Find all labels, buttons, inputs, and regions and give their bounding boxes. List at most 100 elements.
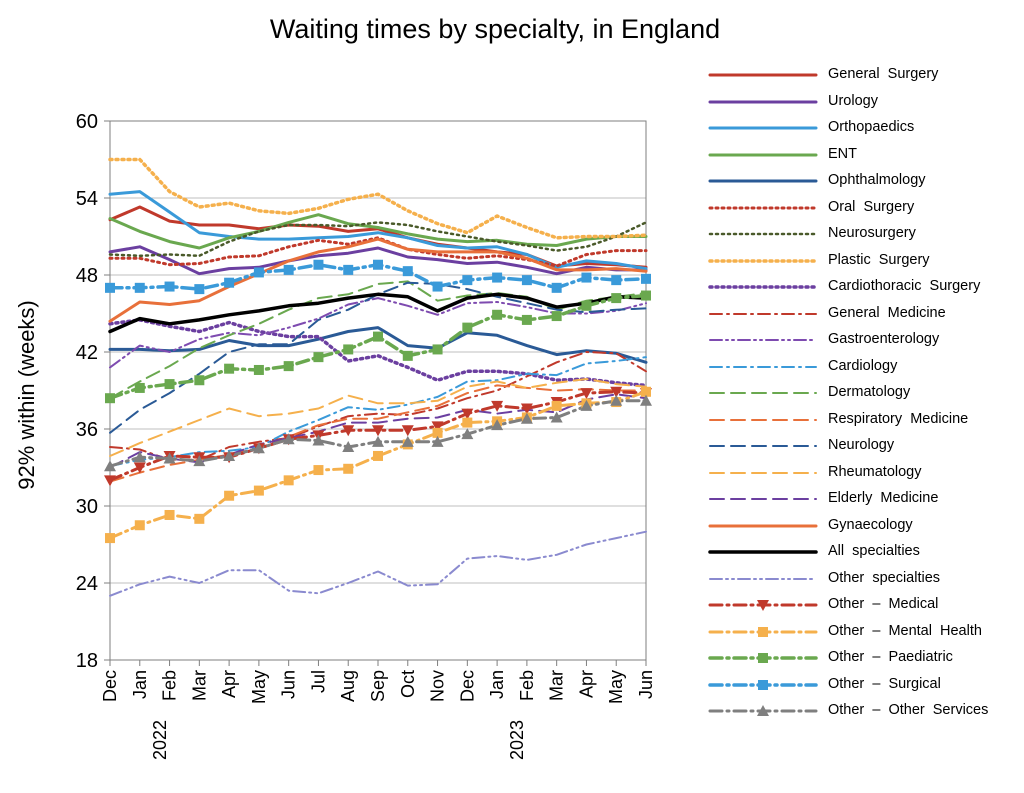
x-tick-label: Dec: [457, 670, 477, 702]
series-marker-20: [401, 425, 414, 437]
legend-swatch: [708, 179, 818, 183]
legend-item: General Surgery: [708, 62, 1024, 88]
series-marker-24: [342, 440, 355, 452]
series-marker-23: [492, 272, 503, 283]
series-marker-23: [521, 275, 532, 286]
series-markers: [104, 259, 652, 544]
series-marker-23: [164, 281, 175, 292]
series-marker-22: [224, 363, 235, 374]
series-marker-24: [372, 435, 384, 447]
legend-item: Plastic Surgery: [708, 248, 1024, 274]
series-marker-24: [550, 411, 563, 423]
series-line-3: [108, 213, 648, 250]
x-tick-label: Jul: [308, 670, 328, 693]
series-marker-23: [641, 273, 651, 284]
series-marker-22: [462, 322, 473, 333]
series-marker-22: [641, 290, 651, 301]
legend-item: Neurosurgery: [708, 221, 1024, 247]
series-marker-21: [134, 520, 145, 531]
series-marker-24: [580, 399, 593, 411]
legend-item: Other specialties: [708, 566, 1024, 592]
x-tick-label: Mar: [547, 670, 567, 701]
legend-swatch-marker: [758, 679, 768, 690]
series-marker-22: [283, 361, 294, 372]
series-marker-24: [640, 394, 652, 406]
legend-item: Neurology: [708, 433, 1024, 459]
series-marker-20: [342, 425, 355, 437]
series-marker-20: [520, 403, 533, 415]
y-tick-label: 60: [76, 111, 98, 133]
legend-swatch: [709, 498, 817, 500]
series-marker-21: [283, 475, 294, 486]
series-marker-22: [521, 314, 532, 325]
legend-swatch-marker: [757, 600, 769, 611]
chart-title: Waiting times by specialty, in England: [269, 14, 721, 44]
series-marker-23: [402, 266, 413, 277]
series-marker-21: [432, 427, 443, 438]
y-tick-label: 18: [76, 650, 98, 672]
x-year-label: 2023: [507, 720, 527, 760]
legend-label: Other – Mental Health: [828, 622, 982, 639]
legend-item: Elderly Medicine: [708, 486, 1024, 512]
legend-label: Orthopaedics: [828, 119, 915, 135]
x-tick-label: Feb: [160, 670, 180, 701]
axes: [104, 120, 647, 666]
series-marker-22: [373, 331, 383, 342]
y-tick-label: 24: [76, 573, 98, 595]
legend-label: Rheumatology: [828, 463, 922, 480]
series-marker-21: [343, 463, 354, 474]
legend-label: Respiratory Medicine: [828, 410, 969, 427]
x-tick-label: Mar: [189, 670, 209, 701]
legend-swatch: [709, 312, 817, 315]
x-tick-label: Sep: [368, 670, 388, 702]
legend-swatch-marker: [758, 626, 768, 637]
legend-label: Other specialties: [828, 569, 941, 586]
legend-item: Cardiothoracic Surgery: [708, 274, 1024, 300]
series-line-22: [108, 293, 648, 400]
legend-label: Urology: [828, 92, 878, 109]
legend-swatch: [708, 100, 818, 103]
legend-swatch: [708, 232, 818, 236]
series-marker-22: [313, 352, 324, 363]
x-tick-label: Apr: [219, 670, 239, 698]
legend-swatch: [708, 73, 818, 77]
series-line-17: [108, 237, 648, 323]
series-marker-23: [313, 259, 324, 270]
series-marker-23: [462, 275, 473, 286]
x-tick-label: May: [249, 670, 269, 704]
legend-label: General Medicine: [828, 304, 946, 321]
legend-label: Neurosurgery: [828, 225, 916, 241]
legend-swatch: [708, 524, 818, 527]
series-marker-21: [194, 513, 205, 524]
series-marker-22: [432, 344, 443, 355]
series-marker-20: [133, 462, 146, 474]
legend-swatch: [708, 679, 818, 690]
legend-label: Other – Other Services: [828, 702, 989, 718]
legend-label: Cardiothoracic Surgery: [828, 278, 981, 294]
legend-swatch: [708, 206, 818, 209]
series-line-19: [109, 530, 647, 597]
tick-labels: 18 24 30 36 42 48 54 60 Dec Jan Feb Mar Apr May Jun Jul…: [76, 111, 656, 760]
series-marker-23: [283, 264, 294, 275]
legend-swatch-marker: [758, 653, 768, 663]
x-tick-label: Jan: [130, 670, 150, 699]
series-marker-22: [164, 379, 175, 390]
legend-label: Oral Surgery: [828, 198, 915, 215]
legend-swatch: [709, 445, 817, 447]
y-tick-label: 42: [76, 342, 98, 364]
series-line-1: [108, 245, 648, 276]
series-marker-22: [492, 309, 503, 320]
legend-item: All specialties: [708, 539, 1024, 565]
legend-label: Dermatology: [828, 384, 911, 400]
chart-plot: 18 24 30 36 42 48 54 60 Dec Jan Feb Mar Apr May Jun Jul…: [76, 111, 656, 760]
legend-label: All specialties: [828, 543, 920, 559]
x-tick-label: Nov: [428, 670, 448, 702]
series-marker-21: [105, 533, 115, 544]
y-tick-label: 54: [76, 188, 98, 210]
legend-swatch: [708, 626, 818, 637]
legend-label: Other – Medical: [828, 596, 939, 612]
legend-item: Ophthalmology: [708, 168, 1024, 194]
x-tick-label: Apr: [576, 670, 596, 698]
series-marker-22: [134, 382, 145, 393]
legend-swatch: [708, 600, 818, 611]
